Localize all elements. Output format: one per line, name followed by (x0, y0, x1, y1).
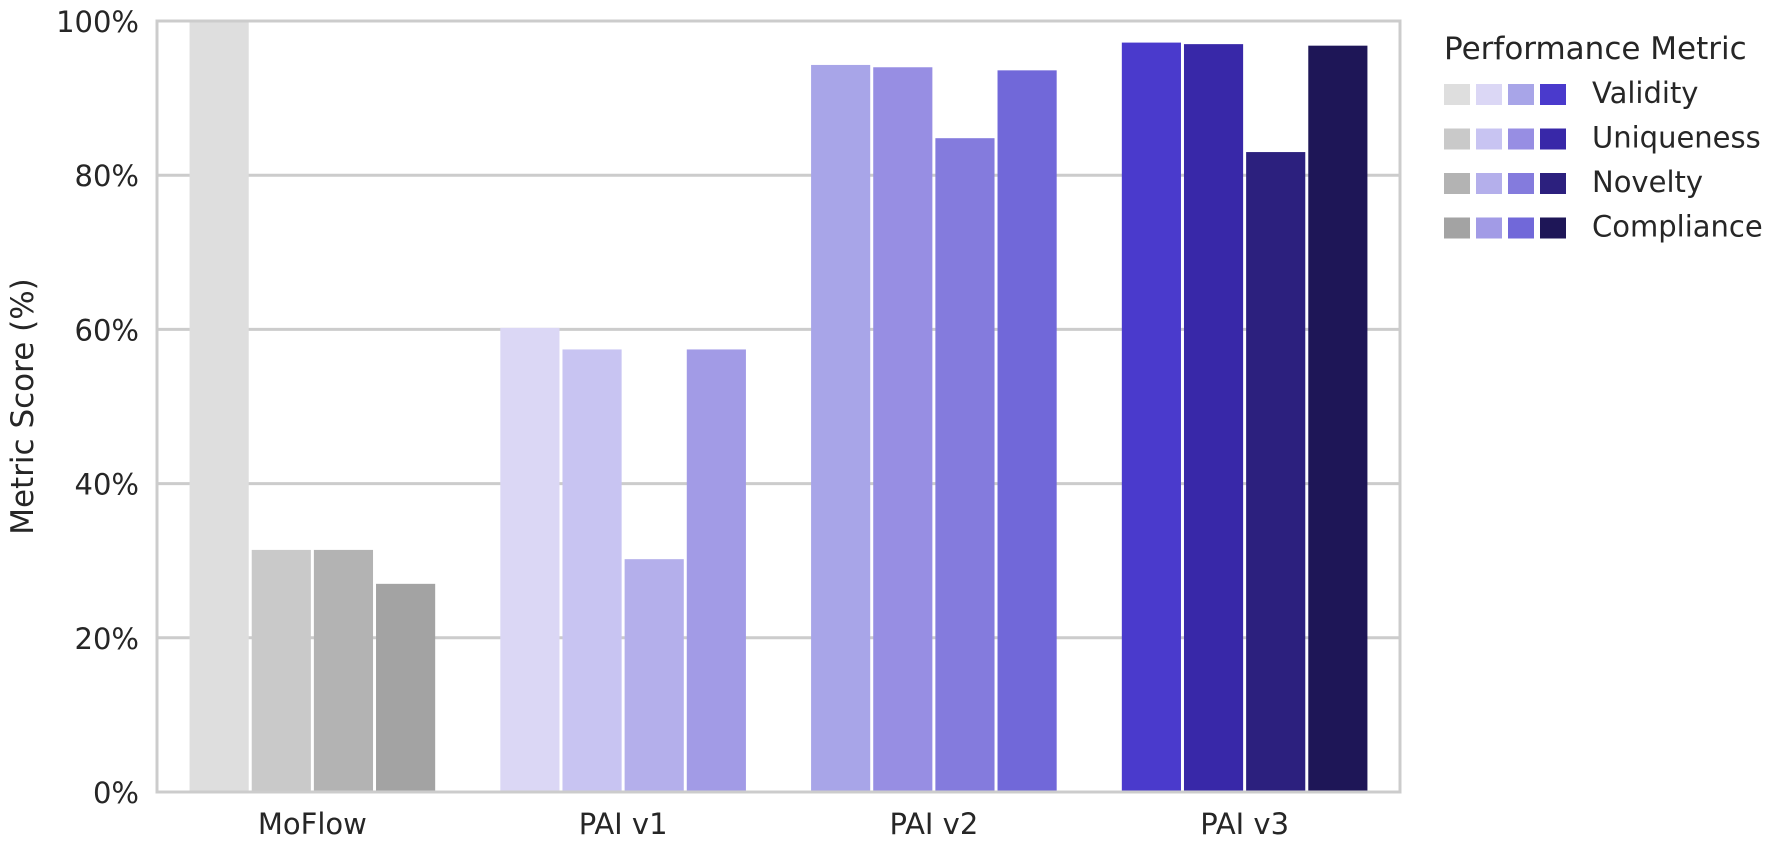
bar-novelty-pai-v3 (1246, 152, 1306, 791)
bar-uniqueness-moflow (251, 549, 311, 791)
legend-swatch (1476, 84, 1502, 105)
legend-swatch (1540, 84, 1566, 105)
legend-swatch (1444, 128, 1470, 150)
bar-compliance-moflow (376, 583, 436, 791)
x-tick-label: MoFlow (258, 807, 367, 841)
legend-swatch (1508, 173, 1534, 194)
bar-compliance-pai-v2 (997, 70, 1057, 791)
bar-validity-pai-v1 (500, 327, 560, 791)
bar-validity-pai-v2 (811, 64, 871, 791)
bar-uniqueness-pai-v1 (562, 349, 622, 791)
legend-label-validity: Validity (1592, 76, 1698, 110)
bar-novelty-pai-v2 (935, 138, 995, 791)
legend-swatch (1476, 173, 1502, 194)
legend-label-compliance: Compliance (1592, 210, 1763, 244)
x-tick-label: PAI v1 (579, 807, 668, 841)
y-tick-label: 20% (75, 622, 139, 656)
legend-swatch (1444, 173, 1470, 194)
legend-label-uniqueness: Uniqueness (1592, 121, 1761, 155)
bar-compliance-pai-v1 (686, 349, 746, 791)
y-tick-label: 0% (93, 776, 139, 810)
legend: Performance Metric Validity Uniqueness Nov… (1444, 31, 1763, 244)
y-tick-label: 60% (75, 313, 139, 347)
legend-swatch (1476, 217, 1502, 239)
x-tick-label: PAI v3 (1200, 807, 1289, 841)
x-tick-label: PAI v2 (889, 807, 978, 841)
bars (189, 21, 1368, 791)
legend-label-novelty: Novelty (1592, 165, 1703, 199)
legend-swatch (1444, 217, 1470, 239)
legend-swatch (1508, 217, 1534, 239)
y-tick-labels: 0% 20% 40% 60% 80% 100% (56, 5, 139, 810)
y-tick-label: 100% (56, 5, 139, 39)
legend-swatch (1540, 128, 1566, 150)
legend-swatch (1540, 173, 1566, 194)
y-tick-label: 40% (75, 468, 139, 502)
x-tick-labels: MoFlow PAI v1 PAI v2 PAI v3 (258, 807, 1289, 841)
bar-uniqueness-pai-v2 (873, 67, 933, 791)
bar-validity-moflow (189, 21, 249, 791)
legend-swatch (1444, 84, 1470, 105)
y-axis-label: Metric Score (%) (5, 278, 41, 535)
bar-novelty-pai-v1 (624, 559, 684, 791)
legend-swatch (1540, 217, 1566, 239)
bar-validity-pai-v3 (1121, 42, 1181, 791)
y-tick-label: 80% (75, 159, 139, 193)
plot-frame (155, 19, 1402, 794)
bar-compliance-pai-v3 (1308, 45, 1368, 791)
legend-swatch (1508, 84, 1534, 105)
bar-novelty-moflow (313, 549, 374, 791)
legend-swatch (1508, 128, 1534, 150)
bar-uniqueness-pai-v3 (1183, 44, 1244, 791)
legend-swatch (1476, 128, 1502, 150)
legend-title: Performance Metric (1444, 31, 1747, 67)
